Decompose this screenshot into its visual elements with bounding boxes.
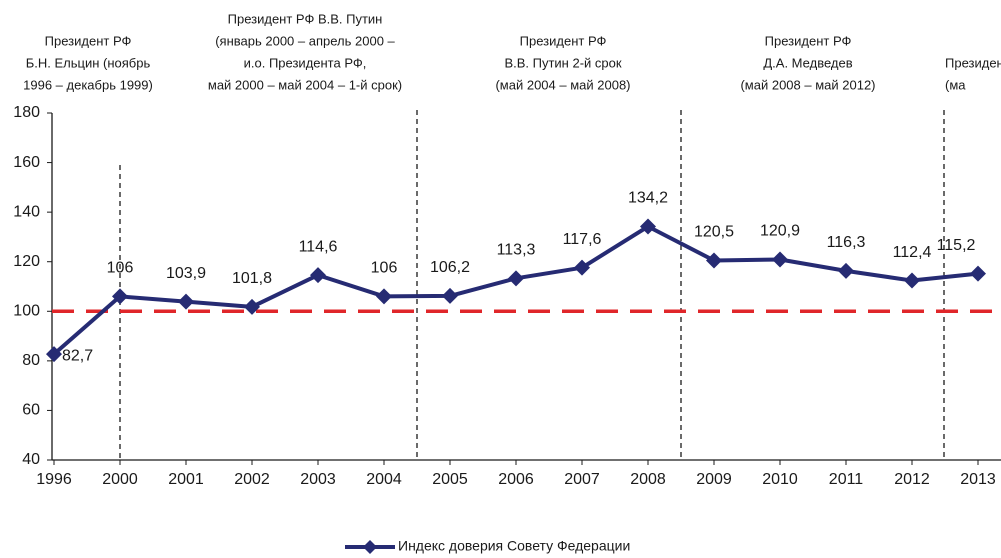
y-tick-label: 100 — [13, 303, 40, 320]
period-annotation: и.о. Президента РФ, — [244, 55, 367, 70]
marker — [706, 252, 722, 269]
period-annotation: (ма — [945, 77, 966, 92]
marker — [508, 270, 524, 287]
x-tick-label: 2011 — [829, 471, 864, 488]
data-label: 113,3 — [497, 242, 536, 259]
period-annotation: Президент РФ — [945, 55, 1001, 70]
period-annotation: Президент РФ — [765, 33, 852, 48]
data-label: 115,2 — [937, 237, 976, 254]
period-annotation: Б.Н. Ельцин (ноябрь — [26, 55, 151, 70]
x-tick-label: 2012 — [894, 471, 930, 488]
legend-marker — [363, 540, 377, 554]
data-label: 101,8 — [232, 270, 272, 287]
x-tick-label: 2008 — [630, 471, 666, 488]
marker — [376, 288, 392, 305]
period-annotation: В.В. Путин 2-й срок — [504, 55, 621, 70]
x-tick-label: 2001 — [168, 471, 204, 488]
legend-label: Индекс доверия Совету Федерации — [398, 538, 630, 554]
marker — [970, 265, 986, 282]
marker — [244, 298, 260, 315]
y-tick-label: 80 — [22, 352, 40, 369]
x-tick-label: 2013 — [960, 471, 996, 488]
data-label: 116,3 — [827, 234, 866, 251]
data-label: 120,9 — [760, 223, 800, 240]
y-tick-label: 180 — [13, 104, 40, 121]
data-label: 106,2 — [430, 259, 470, 276]
period-annotation: (май 2008 – май 2012) — [740, 77, 875, 92]
x-tick-label: 2007 — [564, 471, 600, 488]
marker — [178, 293, 194, 310]
data-label: 106 — [107, 260, 134, 277]
x-tick-label: 2000 — [102, 471, 138, 488]
marker — [310, 267, 326, 284]
y-tick-label: 40 — [22, 451, 40, 468]
x-tick-label: 2005 — [432, 471, 468, 488]
data-label: 106 — [371, 260, 398, 277]
period-annotation: 1996 – декабрь 1999) — [23, 77, 153, 92]
period-annotation: (май 2004 – май 2008) — [495, 77, 630, 92]
period-annotation: Д.А. Медведев — [763, 55, 852, 70]
data-label: 112,4 — [893, 244, 932, 261]
y-tick-label: 140 — [13, 203, 40, 220]
marker — [574, 259, 590, 276]
data-label: 134,2 — [628, 190, 668, 207]
x-tick-label: 1996 — [36, 471, 72, 488]
x-tick-label: 2010 — [762, 471, 798, 488]
period-annotation: Президент РФ В.В. Путин — [228, 11, 383, 26]
x-tick-label: 2004 — [366, 471, 402, 488]
period-annotation: май 2000 – май 2004 – 1-й срок) — [208, 77, 402, 92]
marker — [772, 251, 788, 268]
x-tick-label: 2002 — [234, 471, 270, 488]
data-label: 82,7 — [62, 347, 93, 364]
data-label: 114,6 — [299, 238, 338, 255]
marker — [904, 272, 920, 289]
y-tick-label: 160 — [13, 154, 40, 171]
marker — [640, 218, 656, 235]
y-tick-label: 120 — [13, 253, 40, 270]
marker — [442, 287, 458, 304]
x-tick-label: 2006 — [498, 471, 534, 488]
x-tick-label: 2003 — [300, 471, 336, 488]
period-annotation: (январь 2000 – апрель 2000 – — [215, 33, 395, 48]
marker — [838, 262, 854, 279]
data-label: 117,6 — [563, 231, 602, 248]
data-label: 120,5 — [694, 224, 734, 241]
marker — [46, 346, 62, 363]
marker — [112, 288, 128, 305]
period-annotation: Президент РФ — [520, 33, 607, 48]
period-annotation: Президент РФ — [45, 33, 132, 48]
x-tick-label: 2009 — [696, 471, 732, 488]
y-tick-label: 60 — [22, 402, 40, 419]
data-label: 103,9 — [166, 265, 206, 282]
